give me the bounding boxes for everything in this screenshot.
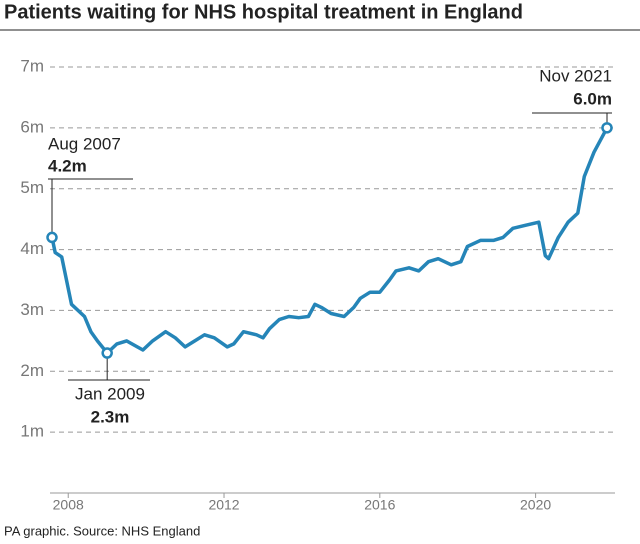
value-label: 4.2m (48, 156, 87, 175)
line (50, 127, 609, 355)
x-tick-label: 2008 (53, 497, 84, 513)
y-tick-label: 2m (20, 361, 44, 380)
value-label: 6.0m (573, 89, 612, 108)
y-tick-label: 6m (20, 117, 44, 136)
x-tick-label: 2012 (208, 497, 239, 513)
y-tick-label: 5m (20, 178, 44, 197)
value-label: 2.3m (91, 407, 130, 426)
annotation-date: Aug 2007 (48, 134, 121, 153)
chart-title: Patients waiting for NHS hospital treatm… (4, 1, 523, 23)
y-tick-label: 1m (20, 422, 44, 441)
y-tick-label: 4m (20, 239, 44, 258)
x-tick-label: 2020 (520, 497, 551, 513)
annotation-date: Jan 2009 (75, 384, 145, 403)
annotation-date: Nov 2021 (539, 66, 612, 85)
point (101, 347, 113, 359)
point (601, 122, 613, 134)
point (46, 231, 58, 244)
y-tick-label: 7m (20, 56, 44, 75)
y-tick-label: 3m (20, 300, 44, 319)
source: PA graphic. Source: NHS England (4, 523, 200, 538)
x-tick-label: 2016 (364, 497, 395, 513)
